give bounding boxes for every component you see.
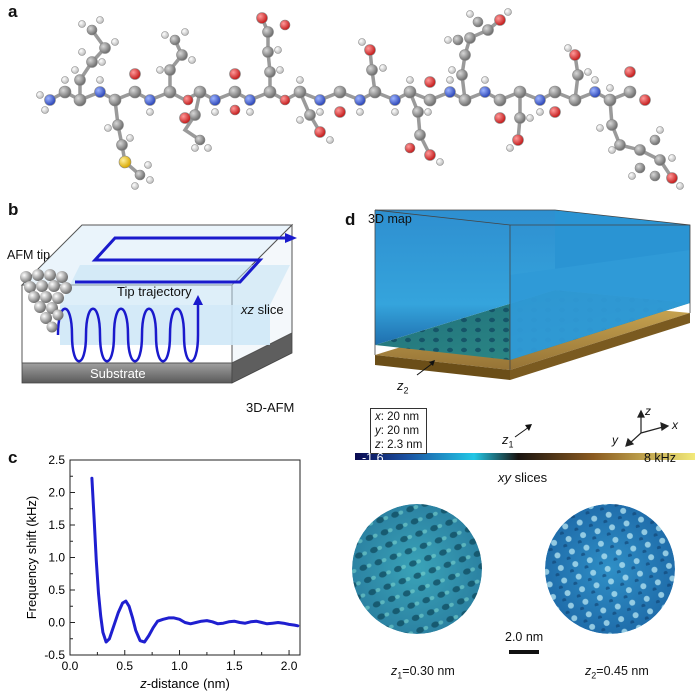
xz-slice-label: xz slice bbox=[241, 302, 284, 317]
x-axis-label: z-distance (nm) bbox=[139, 676, 230, 691]
plot-frame bbox=[69, 459, 301, 656]
xz-slice-top bbox=[60, 265, 290, 305]
colorbar-max-label: 8 kHz bbox=[644, 451, 676, 465]
info-z: z: 2.3 nm bbox=[375, 439, 423, 451]
slice-z1-label: z1=0.30 nm bbox=[391, 664, 455, 681]
x-tick-label: 0.5 bbox=[116, 659, 133, 673]
scale-bar bbox=[509, 650, 539, 654]
axis-z-label: z bbox=[645, 404, 651, 418]
axis-y-label: y bbox=[612, 433, 618, 447]
peptide-molecule-model bbox=[36, 8, 684, 190]
slice-z2-label: z2=0.45 nm bbox=[585, 664, 649, 681]
slice-z2-image bbox=[545, 504, 675, 634]
3d-map-title: 3D map bbox=[368, 212, 412, 226]
y-tick-label: 2.0 bbox=[48, 486, 65, 500]
info-x: x: 20 nm bbox=[375, 411, 420, 423]
scale-bar-label: 2.0 nm bbox=[505, 630, 544, 644]
info-y: y: 20 nm bbox=[375, 425, 420, 437]
y-tick-label: 0.0 bbox=[48, 616, 65, 630]
z1-marker-label: z1 bbox=[502, 432, 514, 450]
z2-marker-label: z2 bbox=[397, 378, 409, 396]
x-tick-label: 2.0 bbox=[281, 659, 298, 673]
xy-var: xy bbox=[498, 470, 511, 485]
y-tick-label: -0.5 bbox=[44, 648, 65, 662]
axis-x-label: x bbox=[672, 418, 678, 432]
xz-label: xz bbox=[241, 302, 254, 317]
y-axis-label: Frequency shift (kHz) bbox=[24, 496, 39, 620]
tip-trajectory-label: Tip trajectory bbox=[117, 284, 192, 299]
y-tick-label: 2.5 bbox=[48, 453, 65, 467]
tip-trajectory-path bbox=[75, 233, 297, 284]
xy-slices-label: xy slices bbox=[498, 470, 547, 485]
x-tick-label: 1.5 bbox=[226, 659, 243, 673]
colorbar bbox=[355, 453, 695, 460]
z2-var: z bbox=[397, 378, 404, 393]
panel-c-letter: c bbox=[8, 448, 18, 467]
x-tick-label: 1.0 bbox=[171, 659, 188, 673]
panel-a-letter: a bbox=[8, 2, 18, 21]
xz-slice-plane bbox=[60, 305, 270, 345]
colorbar-min-label: -1.6 bbox=[362, 451, 384, 465]
dimension-info-box: x: 20 nm y: 20 nm z: 2.3 nm bbox=[370, 408, 428, 454]
z2-sub: 2 bbox=[403, 385, 409, 396]
y-tick-label: 1.5 bbox=[48, 518, 65, 532]
y-tick-label: 0.5 bbox=[48, 583, 65, 597]
afm-schematic bbox=[20, 223, 297, 384]
afm-tip-label: AFM tip bbox=[7, 248, 51, 262]
map-xz-slice bbox=[510, 250, 690, 360]
xy-slice-images bbox=[352, 504, 675, 654]
panel-d-letter: d bbox=[345, 210, 356, 229]
xyz-axes-indicator bbox=[625, 409, 670, 447]
slice-z1-image bbox=[352, 504, 482, 634]
mode-label: 3D-AFM bbox=[246, 400, 295, 415]
z1-sub: 1 bbox=[508, 439, 514, 450]
substrate-label: Substrate bbox=[90, 366, 146, 381]
3d-force-map bbox=[355, 209, 695, 460]
series-line bbox=[90, 476, 300, 644]
frequency-shift-chart: 0.0 0.5 1.0 1.5 2.0-0.50.00.51.01.52.02.5z-d… bbox=[24, 453, 301, 691]
x-tick-label: 0.0 bbox=[62, 659, 79, 673]
y-tick-label: 1.0 bbox=[48, 551, 65, 565]
afm-tip-atoms bbox=[20, 269, 72, 333]
panel-b-letter: b bbox=[8, 200, 19, 219]
tip-oscillation-path bbox=[56, 303, 200, 363]
z1-var: z bbox=[502, 432, 509, 447]
slices-word: slices bbox=[511, 470, 548, 485]
slice-label: slice bbox=[254, 302, 284, 317]
